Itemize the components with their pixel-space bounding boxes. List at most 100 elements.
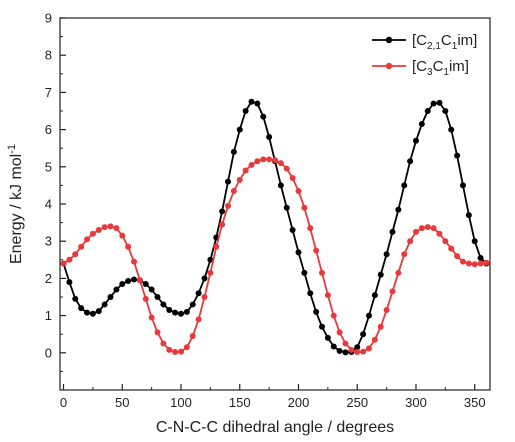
legend-marker-1 bbox=[385, 62, 393, 70]
data-point-1 bbox=[248, 161, 255, 168]
data-point-1 bbox=[348, 346, 355, 353]
data-point-0 bbox=[178, 310, 185, 317]
data-point-1 bbox=[260, 156, 267, 163]
data-point-1 bbox=[60, 260, 67, 267]
y-axis-title-superscript: -1 bbox=[6, 144, 18, 154]
data-point-1 bbox=[407, 238, 414, 245]
data-point-0 bbox=[436, 99, 443, 106]
data-point-1 bbox=[242, 167, 249, 174]
legend-label-part: C bbox=[433, 58, 444, 75]
series-line-1 bbox=[63, 158, 487, 354]
data-point-1 bbox=[213, 243, 220, 250]
data-point-0 bbox=[477, 254, 484, 261]
data-point-0 bbox=[84, 309, 91, 316]
data-point-1 bbox=[360, 348, 367, 355]
data-point-1 bbox=[219, 221, 226, 228]
data-point-0 bbox=[295, 249, 302, 256]
data-point-0 bbox=[89, 310, 96, 317]
data-point-1 bbox=[395, 269, 402, 276]
data-point-1 bbox=[125, 243, 132, 250]
data-point-0 bbox=[412, 137, 419, 144]
data-point-1 bbox=[272, 157, 278, 164]
data-point-0 bbox=[448, 126, 455, 133]
data-point-1 bbox=[201, 294, 208, 300]
data-point-1 bbox=[307, 225, 314, 232]
data-point-1 bbox=[266, 156, 273, 163]
data-point-1 bbox=[172, 349, 179, 356]
data-point-0 bbox=[119, 280, 126, 287]
data-point-0 bbox=[395, 206, 402, 213]
data-point-1 bbox=[136, 277, 143, 284]
data-point-0 bbox=[277, 182, 284, 189]
data-point-0 bbox=[442, 108, 449, 114]
data-point-1 bbox=[277, 160, 284, 167]
data-point-1 bbox=[412, 228, 419, 235]
legend: [C2,1C1im] [C3C1im] bbox=[372, 32, 477, 78]
y-tick-label: 8 bbox=[45, 48, 52, 63]
data-point-0 bbox=[283, 204, 290, 211]
data-point-1 bbox=[442, 238, 449, 245]
legend-label-part: C bbox=[441, 32, 452, 49]
data-point-1 bbox=[401, 251, 408, 258]
data-point-0 bbox=[72, 295, 79, 302]
y-tick-label: 5 bbox=[45, 159, 52, 174]
data-point-0 bbox=[160, 301, 167, 308]
x-axis: 0 50 100 150 200 250 300 350 bbox=[60, 384, 486, 410]
data-point-0 bbox=[383, 251, 390, 258]
data-point-1 bbox=[483, 259, 490, 266]
data-point-0 bbox=[313, 308, 320, 315]
data-point-1 bbox=[342, 340, 349, 347]
data-point-0 bbox=[301, 269, 308, 276]
data-point-0 bbox=[377, 271, 384, 278]
data-point-0 bbox=[260, 113, 267, 120]
data-point-0 bbox=[78, 305, 85, 312]
data-point-1 bbox=[101, 224, 108, 231]
legend-label-part: 3 bbox=[427, 67, 433, 78]
data-point-0 bbox=[148, 286, 155, 293]
data-point-0 bbox=[465, 212, 472, 219]
data-point-1 bbox=[207, 269, 214, 276]
data-point-1 bbox=[389, 288, 396, 295]
y-tick-label: 4 bbox=[45, 197, 52, 212]
data-point-1 bbox=[107, 223, 114, 230]
data-point-1 bbox=[295, 187, 302, 194]
data-point-0 bbox=[471, 238, 478, 245]
data-point-1 bbox=[354, 349, 361, 356]
data-point-0 bbox=[360, 331, 367, 338]
data-point-0 bbox=[95, 308, 102, 315]
y-tick-label: 7 bbox=[45, 85, 52, 100]
y-tick-label: 3 bbox=[45, 234, 52, 249]
data-point-0 bbox=[107, 294, 114, 300]
data-point-1 bbox=[330, 312, 337, 319]
x-tick-label: 150 bbox=[229, 395, 251, 410]
data-point-1 bbox=[160, 340, 167, 347]
data-point-0 bbox=[330, 343, 337, 350]
data-point-0 bbox=[101, 301, 108, 308]
legend-label-1: [C3C1im] bbox=[412, 58, 469, 78]
data-point-1 bbox=[477, 260, 484, 267]
data-point-0 bbox=[142, 280, 149, 287]
data-point-1 bbox=[418, 225, 425, 232]
x-tick-label: 300 bbox=[405, 395, 427, 410]
data-point-1 bbox=[66, 256, 73, 263]
legend-label-0: [C2,1C1im] bbox=[412, 32, 477, 52]
data-point-1 bbox=[377, 323, 384, 330]
data-point-1 bbox=[459, 258, 466, 265]
data-point-0 bbox=[354, 344, 361, 351]
data-point-0 bbox=[336, 347, 343, 354]
x-tick-label: 200 bbox=[288, 395, 310, 410]
y-axis-title-main: Energy / kJ mol bbox=[8, 154, 25, 264]
data-point-0 bbox=[454, 152, 461, 159]
data-point-1 bbox=[465, 260, 472, 267]
data-point-0 bbox=[201, 275, 208, 282]
data-point-0 bbox=[424, 108, 431, 114]
data-point-0 bbox=[307, 290, 314, 297]
data-point-1 bbox=[336, 329, 343, 336]
data-point-1 bbox=[230, 187, 237, 194]
x-tick-label: 0 bbox=[60, 395, 67, 410]
data-point-1 bbox=[448, 245, 455, 252]
data-point-0 bbox=[172, 309, 179, 316]
data-point-0 bbox=[318, 323, 325, 330]
data-point-0 bbox=[225, 178, 232, 185]
